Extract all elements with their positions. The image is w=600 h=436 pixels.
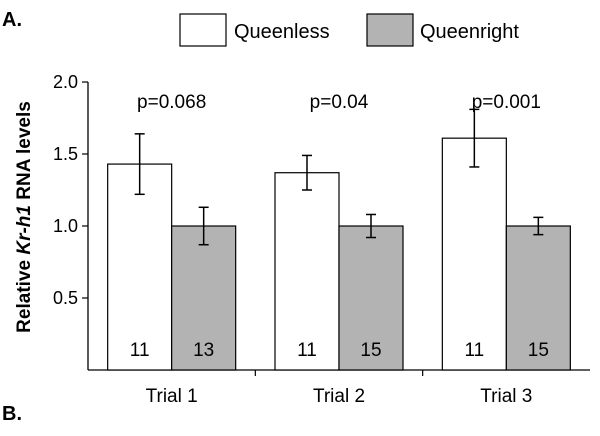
plot-area: 0.5 1.0 1.5 2.0 11 13 p=0.068 Trial 1 11 15 p=0.04… bbox=[53, 72, 590, 407]
bar-queenright-1 bbox=[171, 225, 237, 371]
y-tick-label: 0.5 bbox=[53, 288, 78, 308]
y-axis-title-prefix: Relative bbox=[14, 255, 35, 333]
p-value-label: p=0.068 bbox=[137, 92, 206, 113]
bar-queenright-3 bbox=[505, 225, 571, 371]
sample-size-label: 11 bbox=[464, 340, 484, 361]
sample-size-label: 15 bbox=[528, 340, 549, 361]
p-value-label: p=0.001 bbox=[472, 92, 541, 113]
bar-queenless-3 bbox=[441, 137, 507, 371]
y-axis-title: Relative Kr-h1 RNA levels bbox=[14, 101, 35, 333]
bar-queenless-2 bbox=[274, 172, 340, 371]
y-axis-title-suffix: RNA levels bbox=[14, 101, 35, 205]
sample-size-label: 15 bbox=[360, 340, 381, 361]
y-tick-label: 1.5 bbox=[53, 144, 78, 164]
sample-size-label: 11 bbox=[297, 340, 317, 361]
legend-label-queenless: Queenless bbox=[234, 21, 330, 43]
y-axis-title-gene: Kr-h1 bbox=[14, 205, 35, 255]
panel-label-b: B. bbox=[2, 403, 22, 425]
y-tick-label: 2.0 bbox=[53, 72, 78, 92]
bar-queenless-1 bbox=[107, 163, 173, 371]
panel-label-a: A. bbox=[2, 9, 22, 31]
bar-queenright-2 bbox=[338, 225, 404, 371]
p-value-label: p=0.04 bbox=[310, 92, 369, 113]
legend-swatch-queenright bbox=[366, 13, 414, 47]
x-tick-label: Trial 1 bbox=[146, 386, 198, 407]
legend-label-queenright: Queenright bbox=[420, 21, 519, 43]
legend: Queenless Queenright bbox=[179, 13, 519, 47]
x-tick-label: Trial 3 bbox=[480, 386, 532, 407]
sample-size-label: 11 bbox=[130, 340, 150, 361]
legend-swatch-queenless bbox=[179, 13, 227, 47]
sample-size-label: 13 bbox=[193, 340, 214, 361]
y-tick-label: 1.0 bbox=[53, 216, 78, 236]
x-tick-label: Trial 2 bbox=[313, 386, 365, 407]
